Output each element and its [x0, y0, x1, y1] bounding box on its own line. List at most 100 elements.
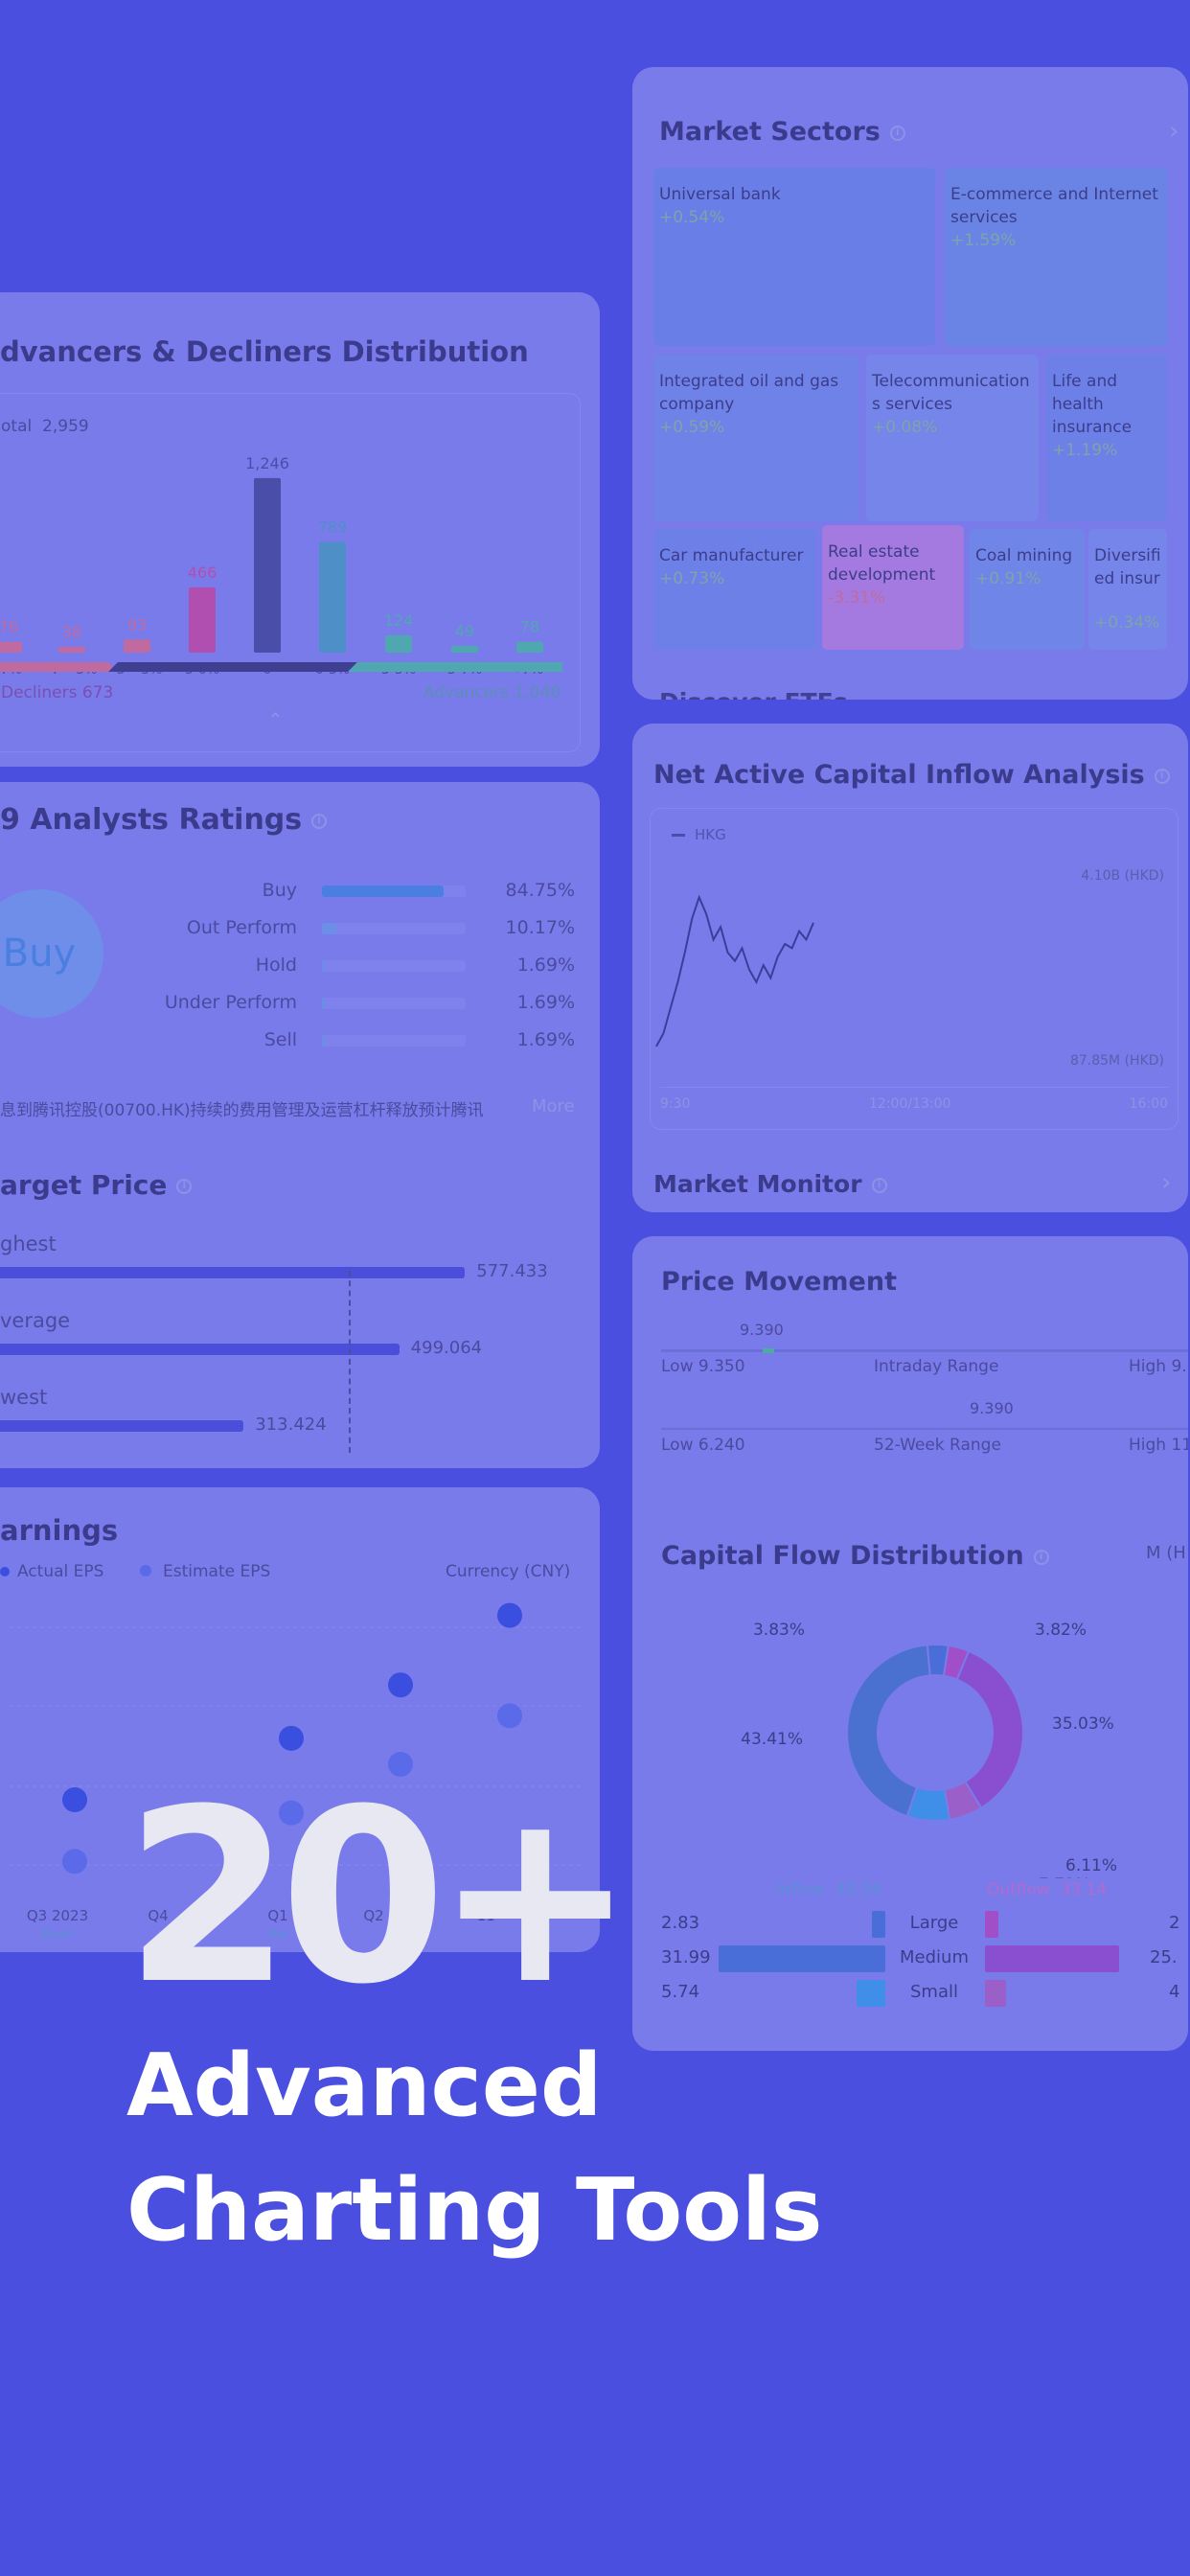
bar-value-label: 38	[62, 623, 81, 641]
rating-value: 1.69%	[516, 992, 575, 1013]
rating-label: Out Perform	[186, 917, 297, 938]
x-tick-label: 11-	[477, 1907, 501, 1924]
week52-low: Low 6.240	[661, 1436, 745, 1455]
donut-slice	[955, 1649, 1024, 1809]
rating-row: Sell 1.69%	[115, 1029, 575, 1052]
sectors-title: Market Sectors i	[659, 117, 905, 147]
info-icon[interactable]: i	[871, 1178, 887, 1193]
donut-slice	[846, 1644, 931, 1818]
sector-tile[interactable]: Real estate development -3.31%	[822, 525, 964, 650]
outflow-bar	[985, 1945, 1119, 1972]
distribution-bar	[516, 641, 543, 653]
sector-tile[interactable]: Integrated oil and gas company +0.59%	[653, 355, 858, 521]
actual-eps-point	[388, 1672, 413, 1698]
capital-inflow-chart-box: HKG 4.10B (HKD) 87.85M (HKD) 9:30 12:00/…	[650, 808, 1179, 1130]
rating-track	[322, 1035, 466, 1046]
rating-track	[322, 923, 466, 934]
neutral-band	[108, 662, 357, 672]
sector-tile[interactable]: E-commerce and Internet services +1.59%	[945, 168, 1167, 346]
rating-row: Hold 1.69%	[115, 954, 575, 978]
ratings-title: 9 Analysts Ratings i	[0, 803, 328, 837]
target-bar	[0, 1420, 244, 1432]
target-bar	[0, 1344, 400, 1355]
sector-tile[interactable]: Coal mining +0.91%	[970, 529, 1085, 650]
bar-value-label: 124	[384, 611, 414, 630]
rating-value: 84.75%	[505, 880, 575, 901]
distribution-bar	[0, 641, 22, 653]
rating-bar	[322, 960, 325, 972]
target-label: ghest	[0, 1232, 57, 1255]
bar-value-label: 1,246	[245, 454, 289, 472]
market-monitor-link[interactable]: Market Monitor i	[653, 1170, 887, 1198]
sector-tile[interactable]: Life and health insurance +1.19%	[1046, 355, 1167, 521]
target-value: 499.064	[410, 1338, 483, 1358]
hero-number: 20+	[125, 1758, 635, 2036]
sector-tile[interactable]: Universal bank +0.54%	[653, 168, 935, 346]
capital-inflow-panel: Net Active Capital Inflow Analysis i HKG …	[632, 724, 1188, 1212]
chevron-right-icon[interactable]: ›	[1169, 117, 1179, 146]
discover-etfs-link[interactable]: Discover ETFs	[659, 688, 848, 700]
rating-bar	[322, 998, 325, 1009]
target-value: 577.433	[476, 1261, 548, 1281]
max-value-label: 4.10B (HKD)	[1081, 868, 1164, 884]
sector-tile[interactable]: Car manufacturer +0.73%	[653, 529, 816, 650]
more-link[interactable]: More	[532, 1096, 575, 1116]
info-icon[interactable]: i	[1154, 768, 1170, 784]
outflow-value: 25.	[1150, 1947, 1178, 1967]
rating-label: Buy	[262, 880, 297, 901]
distribution-bar	[319, 541, 346, 653]
x-tick: 16:00	[1129, 1096, 1168, 1112]
info-icon[interactable]: i	[889, 125, 905, 141]
sector-tile[interactable]: Telecommunications services +0.08%	[866, 355, 1039, 521]
total-count: otal 2,959	[1, 417, 89, 436]
flow-category-label: Large	[909, 1913, 959, 1933]
slice-label: 6.11%	[1065, 1856, 1117, 1875]
distribution-bar-chart: 76-7%38-7~-5%93-5~-3%4663-0%1,24607890-3…	[0, 454, 562, 678]
decliners-count: Decliners 673	[1, 683, 114, 702]
estimate-eps-point	[62, 1849, 87, 1874]
info-icon[interactable]: i	[176, 1179, 193, 1194]
rating-value: 1.69%	[516, 954, 575, 976]
slice-label: 43.41%	[741, 1730, 803, 1749]
inflow-bar	[857, 1980, 885, 2007]
current-price-line	[349, 1271, 351, 1453]
inflow-total: Inflow 40.56	[776, 1880, 882, 1899]
intraday-low: Low 9.350	[661, 1357, 745, 1376]
intraday-label: Intraday Range	[874, 1357, 999, 1376]
x-tick-label: Q4	[148, 1907, 168, 1924]
rating-track	[322, 998, 466, 1009]
inflow-line	[655, 894, 814, 1047]
rating-row: Under Perform 1.69%	[115, 992, 575, 1015]
slice-label: 3.83%	[753, 1621, 805, 1640]
chevron-up-icon[interactable]: ⌃	[267, 708, 284, 731]
info-icon[interactable]: i	[311, 813, 328, 829]
chevron-right-icon[interactable]: ›	[1161, 1168, 1172, 1197]
info-icon[interactable]: i	[1033, 1549, 1049, 1565]
rating-label: Under Perform	[164, 992, 297, 1013]
intraday-high: High 9.5	[1129, 1357, 1188, 1376]
bar-value-label: 93	[127, 615, 147, 633]
flow-category-label: Medium	[900, 1947, 969, 1967]
target-label: west	[0, 1386, 48, 1409]
week52-range-bar	[661, 1428, 1188, 1430]
intraday-range-bar	[661, 1348, 1188, 1353]
price-movement-title: Price Movement	[661, 1267, 897, 1297]
rating-value: 10.17%	[505, 917, 575, 938]
outflow-value: 2	[1169, 1913, 1180, 1933]
intraday-current: 9.390	[740, 1321, 784, 1339]
target-label: verage	[0, 1309, 71, 1332]
distribution-panel: dvancers & Decliners Distribution otal 2…	[0, 292, 600, 767]
rating-bar	[322, 923, 337, 934]
actual-eps-point	[62, 1787, 87, 1812]
x-sub-label: Be	[268, 1926, 287, 1938]
distribution-bar	[58, 647, 85, 653]
news-snippet[interactable]: 息到腾讯控股(00700.HK)持续的费用管理及运营杠杆释放预计腾讯	[0, 1101, 484, 1120]
legend-actual: Actual EPS	[0, 1562, 103, 1581]
rating-track	[322, 960, 466, 972]
target-bar	[0, 1267, 466, 1278]
sector-tile[interactable]: Diversified insura...+0.34%	[1088, 529, 1167, 650]
target-price-title: arget Price i	[0, 1169, 193, 1201]
inflow-value: 2.83	[661, 1913, 700, 1933]
outflow-bar	[985, 1911, 998, 1938]
